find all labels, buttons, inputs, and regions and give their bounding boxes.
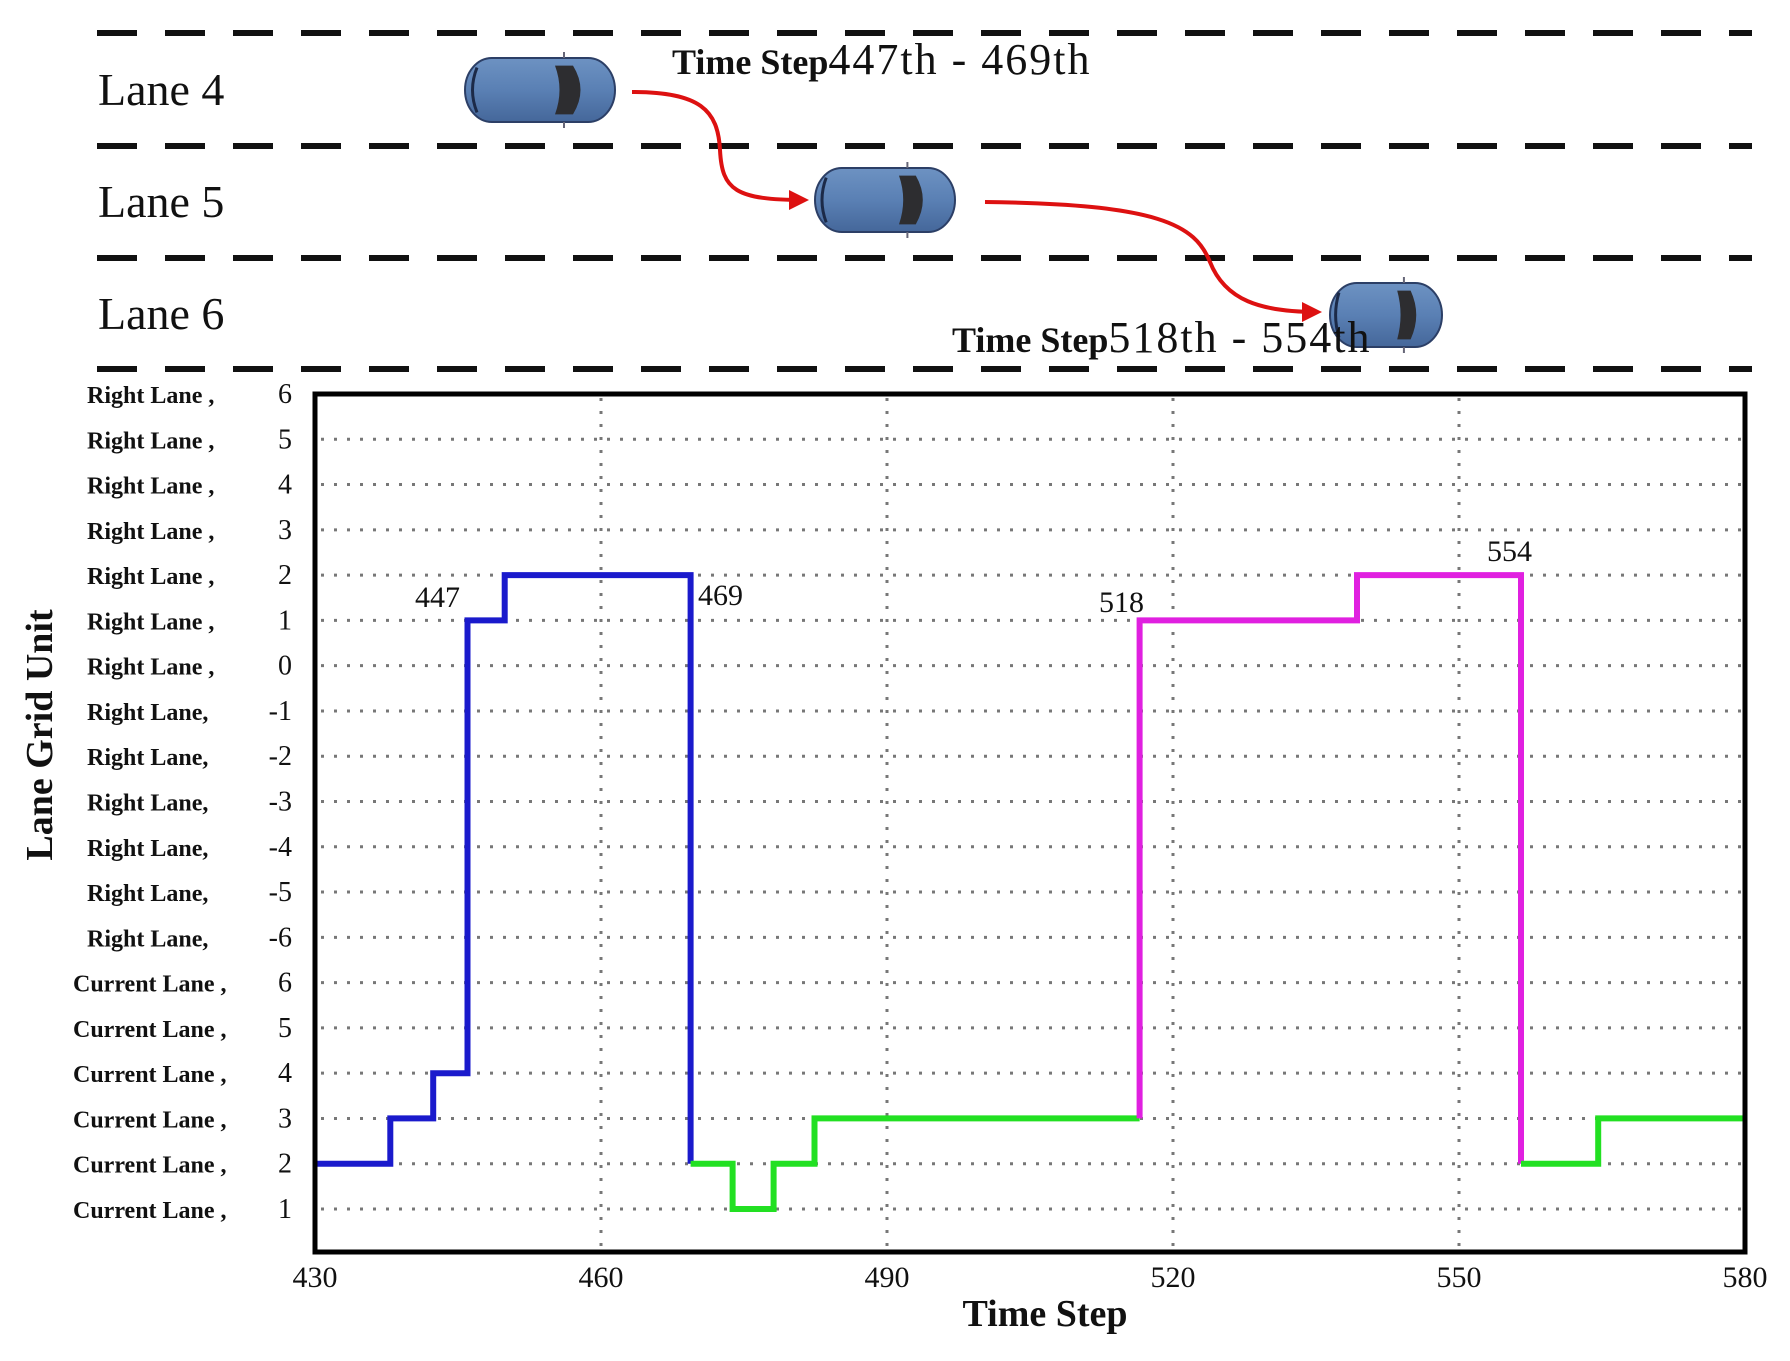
lane-4-label: Lane 4 — [98, 64, 224, 115]
y-tick-value: -6 — [269, 922, 292, 953]
trajectory-arrow-2 — [984, 200, 1322, 322]
time-step-range: 447th - 469th — [828, 35, 1091, 84]
y-tick-value: 5 — [278, 1013, 292, 1044]
y-tick-value: -4 — [269, 832, 292, 863]
y-tick-label: Current Lane , — [73, 1153, 227, 1179]
step-chart: Right Lane , 6 Right Lane , 5 Right Lane , 4 R… — [19, 379, 1768, 1335]
y-tick-label: Current Lane , — [73, 1107, 227, 1133]
y-tick-label: Current Lane , — [73, 1017, 227, 1043]
y-tick-value: 3 — [278, 515, 292, 546]
y-tick-value: -2 — [269, 741, 292, 772]
y-tick-label: Right Lane , — [87, 428, 214, 454]
y-tick-value: 4 — [278, 1058, 292, 1089]
y-tick-value: 3 — [278, 1103, 292, 1134]
y-tick-label: Right Lane, — [87, 881, 208, 907]
point-annotation: 447 — [415, 581, 460, 614]
data-series — [315, 572, 1745, 1212]
trajectory-arrow-1 — [631, 90, 809, 210]
y-tick-label: Right Lane, — [87, 836, 208, 862]
point-annotation: 469 — [698, 579, 743, 612]
y-tick-label: Right Lane, — [87, 700, 208, 726]
y-tick-value: 2 — [278, 1149, 292, 1180]
x-tick-label: 430 — [293, 1261, 338, 1294]
x-tick-label: 460 — [579, 1261, 624, 1294]
y-tick-label: Right Lane , — [87, 474, 214, 500]
y-tick-value: 1 — [278, 1194, 292, 1225]
x-axis-title: Time Step — [962, 1293, 1127, 1335]
x-tick-label: 580 — [1723, 1261, 1768, 1294]
car-lane4-icon — [464, 52, 616, 128]
y-tick-label: Current Lane , — [73, 972, 227, 998]
time-step-label: Time Step — [672, 42, 828, 82]
y-tick-label: Right Lane , — [87, 564, 214, 590]
y-tick-value: 0 — [278, 651, 292, 682]
x-tick-labels: 430 460 490 520 550 580 — [293, 1261, 1768, 1294]
y-tick-label: Right Lane , — [87, 655, 214, 681]
y-tick-value: 6 — [278, 968, 292, 999]
car-lane6-icon — [1329, 277, 1443, 353]
y-tick-value: -1 — [269, 696, 292, 727]
y-tick-label: Right Lane , — [87, 383, 214, 409]
time-step-annotation-2: Time Step518th - 554th — [952, 313, 1371, 362]
time-step-label: Time Step — [952, 320, 1108, 360]
time-step-range: 518th - 554th — [1108, 313, 1371, 362]
y-tick-label: Right Lane , — [87, 519, 214, 545]
y-tick-value: 2 — [278, 560, 292, 591]
y-tick-value: -5 — [269, 877, 292, 908]
lane-6-label: Lane 6 — [98, 288, 224, 339]
y-tick-label: Right Lane , — [87, 609, 214, 635]
x-tick-label: 550 — [1437, 1261, 1482, 1294]
y-tick-value: 4 — [278, 470, 292, 501]
y-tick-label: Right Lane, — [87, 745, 208, 771]
trajectory-arrows — [631, 90, 1322, 322]
y-tick-label: Current Lane , — [73, 1062, 227, 1088]
y-axis-title: Lane Grid Unit — [19, 609, 61, 861]
y-tick-value: 6 — [278, 379, 292, 410]
y-tick-value: 1 — [278, 605, 292, 636]
lane-5-label: Lane 5 — [98, 176, 224, 227]
y-tick-label: Current Lane , — [73, 1198, 227, 1224]
x-tick-label: 520 — [1151, 1261, 1196, 1294]
magenta-segment-line — [1136, 572, 1524, 1164]
cars — [464, 52, 1443, 353]
plot-frame — [312, 391, 1748, 1255]
blue-segment-line — [315, 572, 694, 1167]
y-tick-label: Right Lane, — [87, 791, 208, 817]
point-annotation: 518 — [1099, 586, 1144, 619]
point-annotations: 447 469 518 554 — [415, 535, 1532, 619]
y-tick-value: -3 — [269, 787, 292, 818]
y-tick-labels: Right Lane , 6 Right Lane , 5 Right Lane , 4 R… — [73, 379, 292, 1225]
green-segment-1-line — [690, 1115, 1140, 1212]
lane-dividers — [97, 30, 1752, 372]
point-annotation: 554 — [1487, 535, 1532, 568]
green-segment-2-line — [1521, 1115, 1745, 1167]
lane-labels: Lane 4 Lane 5 Lane 6 — [98, 64, 224, 339]
car-lane5-icon — [814, 162, 956, 238]
x-tick-label: 490 — [865, 1261, 910, 1294]
y-tick-value: 5 — [278, 424, 292, 455]
y-tick-label: Right Lane, — [87, 926, 208, 952]
time-step-annotation-1: Time Step447th - 469th — [672, 35, 1091, 84]
